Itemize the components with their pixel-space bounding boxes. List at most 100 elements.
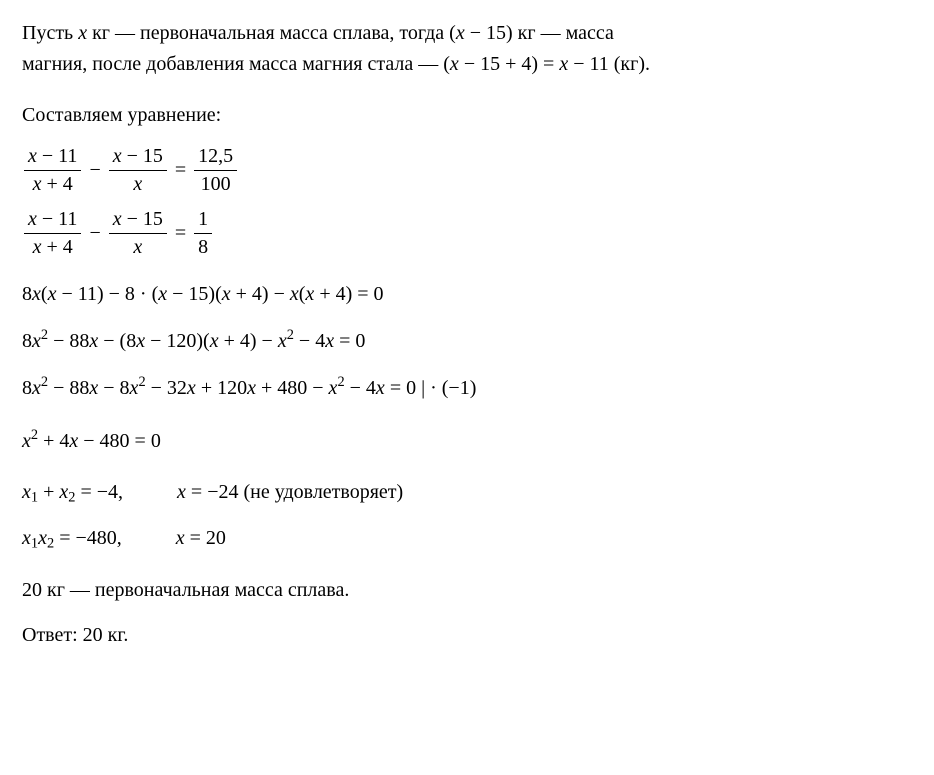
var-x: x: [78, 22, 87, 44]
fraction: 12,5 100: [194, 145, 237, 196]
op: = −480,: [54, 527, 122, 549]
op: − 8: [98, 377, 129, 399]
var-x: x: [222, 283, 231, 305]
op: = 20: [185, 527, 226, 549]
num: 8: [22, 377, 32, 399]
op: = 0 | · (−1): [385, 377, 477, 399]
text: Составляем уравнение:: [22, 104, 221, 126]
op: − 120)(: [145, 330, 210, 352]
var-x: x: [38, 527, 47, 549]
fraction: x − 11 x + 4: [24, 145, 81, 196]
text: − 15 + 4) =: [459, 53, 560, 75]
fraction: x − 15 x: [109, 145, 167, 196]
var-x: x: [187, 377, 196, 399]
op: − 11: [37, 208, 78, 230]
var-x: x: [290, 283, 299, 305]
var-x: x: [22, 430, 31, 452]
op: − 88: [48, 330, 89, 352]
fraction: 1 8: [194, 208, 212, 259]
var-x: x: [136, 330, 145, 352]
var-x: x: [450, 53, 459, 75]
root-rejected: x = −24 (не удовлетворяет): [177, 477, 403, 508]
equation-step-1: 8x(x − 11) − 8 · (x − 15)(x + 4) − x(x +…: [22, 279, 912, 310]
op: + 120: [196, 377, 247, 399]
sub: 1: [31, 489, 38, 505]
var-x: x: [113, 208, 122, 230]
var-x: x: [28, 208, 37, 230]
fraction: x − 15 x: [109, 208, 167, 259]
op: + 4: [42, 236, 73, 258]
var-x: x: [559, 53, 568, 75]
var-x: x: [89, 330, 98, 352]
var-x: x: [376, 377, 385, 399]
var-x: x: [176, 527, 185, 549]
exp: 2: [287, 327, 294, 343]
op: + 4: [42, 173, 73, 195]
text: 20 кг — первоначальная масса сплава.: [22, 579, 349, 601]
op: = 0: [334, 330, 365, 352]
equation-step-4: x2 + 4x − 480 = 0: [22, 424, 912, 457]
op: − 480 = 0: [78, 430, 161, 452]
var-x: x: [133, 173, 142, 195]
op: + 4) −: [231, 283, 290, 305]
var-x: x: [32, 330, 41, 352]
op: − 4: [345, 377, 376, 399]
text: Ответ: 20 кг.: [22, 624, 128, 646]
op: = −4,: [75, 481, 123, 503]
equals-op: =: [175, 222, 186, 245]
var-x: x: [32, 283, 41, 305]
exp: 2: [41, 374, 48, 390]
equation-step-2: 8x2 − 88x − (8x − 120)(x + 4) − x2 − 4x …: [22, 324, 912, 357]
var-x: x: [305, 283, 314, 305]
vieta-product: x1x2 = −480,: [22, 523, 122, 555]
var-x: x: [210, 330, 219, 352]
var-x: x: [89, 377, 98, 399]
fraction-equation-2: x − 11 x + 4 − x − 15 x = 1 8: [22, 208, 912, 259]
note-rejected: (не удовлетворяет): [243, 481, 403, 503]
op: + 480 −: [256, 377, 329, 399]
op: + 4: [38, 430, 69, 452]
num: 12,5: [194, 145, 237, 171]
var-x: x: [32, 377, 41, 399]
op: − 88: [48, 377, 89, 399]
text: магния, после добавления масса магния ст…: [22, 53, 450, 75]
exp: 2: [138, 374, 145, 390]
exp: 2: [41, 327, 48, 343]
var-x: x: [22, 481, 31, 503]
op: − (8: [98, 330, 136, 352]
exp: 2: [337, 374, 344, 390]
text: − 11 (кг).: [568, 53, 650, 75]
var-x: x: [113, 145, 122, 167]
var-x: x: [28, 145, 37, 167]
vieta-sum-row: x1 + x2 = −4, x = −24 (не удовлетворяет): [22, 477, 912, 509]
op: − 4: [294, 330, 325, 352]
minus-op: −: [89, 222, 100, 245]
op: − 11) − 8 · (: [56, 283, 158, 305]
num: 8: [22, 283, 32, 305]
var-x: x: [456, 22, 465, 44]
var-x: x: [325, 330, 334, 352]
op: − 11: [37, 145, 78, 167]
op: − 15)(: [167, 283, 222, 305]
var-x: x: [33, 236, 42, 258]
root-accepted: x = 20: [176, 523, 226, 554]
op: (: [41, 283, 48, 305]
op: + 4) = 0: [314, 283, 383, 305]
fraction: x − 11 x + 4: [24, 208, 81, 259]
var-x: x: [133, 236, 142, 258]
num: 1: [194, 208, 212, 234]
equals-op: =: [175, 159, 186, 182]
op: − 15: [122, 145, 163, 167]
var-x: x: [69, 430, 78, 452]
var-x: x: [33, 173, 42, 195]
text: Пусть: [22, 22, 78, 44]
vieta-product-row: x1x2 = −480, x = 20: [22, 523, 912, 555]
den: 8: [194, 234, 212, 259]
equation-step-3: 8x2 − 88x − 8x2 − 32x + 120x + 480 − x2 …: [22, 371, 912, 404]
text: кг — первоначальная масса сплава, тогда …: [87, 22, 456, 44]
fraction-equation-1: x − 11 x + 4 − x − 15 x = 12,5 100: [22, 145, 912, 196]
exp: 2: [31, 427, 38, 443]
var-x: x: [177, 481, 186, 503]
op: = −24: [186, 481, 244, 503]
op: +: [38, 481, 59, 503]
